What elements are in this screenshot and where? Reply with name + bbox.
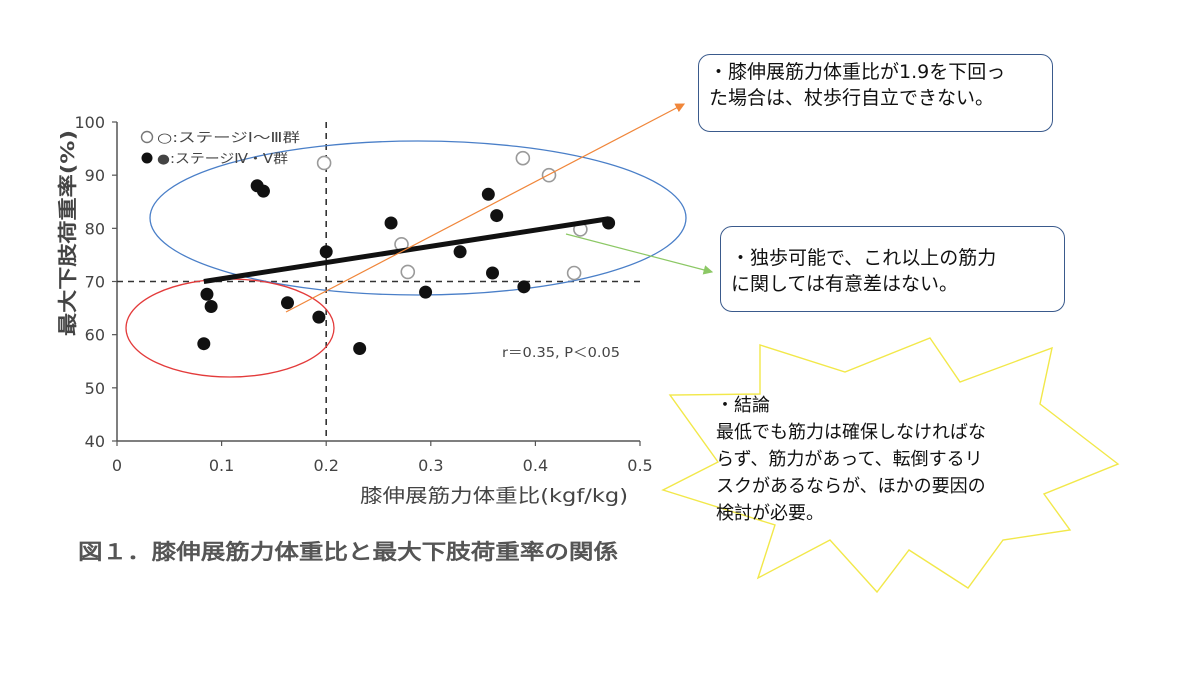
- x-tick-label: 0.5: [627, 456, 652, 475]
- green-arrow: [565, 233, 714, 275]
- figure-caption: 図１．膝伸展筋力体重比と最大下肢荷重率の関係: [78, 540, 618, 564]
- x-axis-title: 膝伸展筋力体重比(kgf/kg): [360, 485, 628, 507]
- data-point-filled: [353, 341, 367, 355]
- data-point-filled: [490, 209, 504, 223]
- legend-open-marker: [140, 130, 154, 144]
- data-point-filled: [319, 245, 333, 259]
- data-point-open: [515, 150, 531, 166]
- highlight-ellipses: [125, 140, 687, 378]
- x-tick-label: 0: [112, 456, 122, 475]
- red-highlight-ellipse: [125, 278, 335, 378]
- regression-line: [203, 216, 610, 284]
- callout-arrows: [285, 103, 714, 313]
- callout-note-independent-walking: ・独歩可能で、これ以上の筋力 に関しては有意差はない。: [720, 226, 1065, 312]
- reference-lines: [117, 122, 640, 441]
- data-point-filled: [384, 216, 398, 230]
- data-point-filled: [204, 299, 218, 313]
- data-point-filled: [517, 280, 531, 294]
- y-tick-label: 80: [85, 219, 105, 238]
- legend: ○:ステージⅠ～Ⅲ群 ●:ステージⅣ・Ⅴ群: [140, 130, 300, 167]
- x-tick-label: 0.2: [313, 456, 338, 475]
- y-axis-title: 最大下肢荷重率(%): [56, 130, 79, 336]
- legend-label-stage-1-3: ○:ステージⅠ～Ⅲ群: [157, 131, 300, 146]
- x-tick-label: 0.3: [418, 456, 443, 475]
- callout-note-threshold-line2: た場合は、杖歩行自立できない。: [709, 87, 995, 109]
- orange-arrow: [285, 103, 686, 313]
- data-point-open: [400, 264, 416, 280]
- data-point-open: [566, 265, 582, 281]
- conclusion-title: ・結論: [716, 395, 770, 416]
- axis-ticks: 40 50 60 70 80 90 100 0 0.1 0.2 0.3 0.4 0.5: [74, 113, 652, 475]
- y-tick-label: 100: [74, 113, 105, 132]
- y-tick-label: 60: [85, 326, 105, 345]
- data-point-filled: [197, 337, 211, 351]
- data-point-filled: [486, 266, 500, 280]
- callout-note-threshold-line1: ・膝伸展筋力体重比が1.9を下回っ: [709, 61, 1006, 83]
- conclusion-line4: 検討が必要。: [716, 503, 824, 524]
- y-tick-label: 70: [85, 273, 105, 292]
- conclusion-text: ・結論 最低でも筋力は確保しなければな らず、筋力があって、転倒するリ スクがあ…: [716, 392, 1061, 527]
- callout-note-threshold: ・膝伸展筋力体重比が1.9を下回っ た場合は、杖歩行自立できない。: [698, 54, 1053, 132]
- data-point-filled: [481, 187, 495, 201]
- data-point-filled: [453, 245, 467, 259]
- blue-highlight-ellipse: [149, 140, 687, 296]
- y-tick-label: 90: [85, 166, 105, 185]
- conclusion-line3: スクがあるならが、ほかの要因の: [716, 476, 986, 497]
- data-point-filled: [419, 285, 433, 299]
- data-point-filled: [280, 296, 294, 310]
- callout-note-walking-line1: ・独歩可能で、これ以上の筋力: [731, 247, 997, 269]
- regression-line-group: [203, 216, 610, 284]
- legend-filled-marker: [141, 152, 153, 164]
- conclusion-line1: 最低でも筋力は確保しなければな: [716, 422, 986, 443]
- callout-note-walking-line2: に関しては有意差はない。: [731, 273, 959, 295]
- legend-label-stage-4-5: ●:ステージⅣ・Ⅴ群: [157, 152, 288, 167]
- data-point-filled: [312, 310, 326, 324]
- conclusion-starburst: [661, 337, 1120, 594]
- y-tick-label: 40: [85, 432, 105, 451]
- conclusion-line2: らず、筋力があって、転倒するリ: [716, 449, 983, 470]
- data-points: [197, 150, 616, 355]
- data-point-filled: [256, 184, 270, 198]
- x-tick-label: 0.4: [523, 456, 548, 475]
- y-tick-label: 50: [85, 379, 105, 398]
- x-tick-label: 0.1: [209, 456, 234, 475]
- data-point-open: [316, 155, 332, 171]
- correlation-annotation: r＝0.35, P＜0.05: [502, 346, 620, 361]
- data-point-filled: [200, 287, 214, 301]
